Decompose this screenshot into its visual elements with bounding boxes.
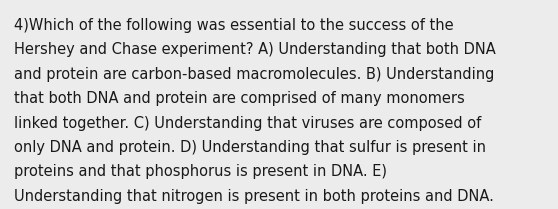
Text: Hershey and Chase experiment? A) Understanding that both DNA: Hershey and Chase experiment? A) Underst… [14, 42, 496, 57]
Text: proteins and that phosphorus is present in DNA. E): proteins and that phosphorus is present … [14, 164, 387, 180]
Text: linked together. C) Understanding that viruses are composed of: linked together. C) Understanding that v… [14, 116, 481, 131]
Text: 4)Which of the following was essential to the success of the: 4)Which of the following was essential t… [14, 18, 454, 33]
Text: Understanding that nitrogen is present in both proteins and DNA.: Understanding that nitrogen is present i… [14, 189, 494, 204]
Text: that both DNA and protein are comprised of many monomers: that both DNA and protein are comprised … [14, 91, 465, 106]
Text: only DNA and protein. D) Understanding that sulfur is present in: only DNA and protein. D) Understanding t… [14, 140, 486, 155]
Text: and protein are carbon-based macromolecules. B) Understanding: and protein are carbon-based macromolecu… [14, 67, 494, 82]
